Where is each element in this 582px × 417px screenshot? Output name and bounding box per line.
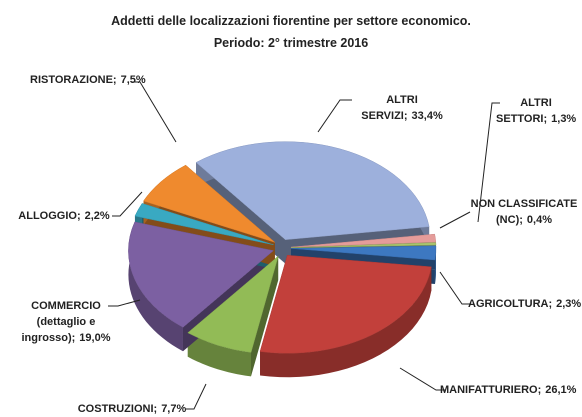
data-label: MANIFATTURIERO; 26,1% xyxy=(440,382,576,398)
slice-side xyxy=(260,266,432,378)
slice xyxy=(290,242,437,248)
category-label: MANIFATTURIERO; xyxy=(440,384,542,396)
leader-line xyxy=(439,211,471,229)
category-label: AGRICOLTURA; xyxy=(468,298,553,310)
chart-title: Addetti delle localizzazioni fiorentine … xyxy=(111,14,471,28)
slice xyxy=(290,233,437,248)
slice xyxy=(143,164,276,243)
data-label: COMMERCIO (dettaglio e ingrosso); 19,0% xyxy=(18,298,114,346)
data-label: ALTRI SETTORI; 1,3% xyxy=(496,95,576,127)
slice xyxy=(134,203,274,246)
leader-line xyxy=(399,367,445,391)
category-label: NON CLASSIFICATE (NC); xyxy=(470,198,578,226)
slice xyxy=(195,141,430,240)
value-label: 2,2% xyxy=(84,210,110,222)
slice xyxy=(128,221,274,328)
pie-3d xyxy=(128,141,437,378)
category-label: ALTRI SETTORI; xyxy=(496,97,552,125)
value-label: 1,3% xyxy=(551,113,577,125)
slice-side xyxy=(196,162,430,264)
value-label: 2,3% xyxy=(556,298,582,310)
slice-side xyxy=(187,332,251,377)
data-label: COSTRUZIONI; 7,7% xyxy=(72,401,192,417)
value-label: 33,4% xyxy=(411,110,443,122)
leader-line xyxy=(108,299,141,307)
leader-line xyxy=(186,383,207,410)
category-label: RISTORAZIONE; xyxy=(30,74,117,86)
value-label: 7,7% xyxy=(161,403,187,415)
value-label: 0,4% xyxy=(526,214,552,226)
slice xyxy=(259,254,432,354)
category-label: ALLOGGIO; xyxy=(18,210,81,222)
slice xyxy=(290,245,437,261)
category-label: COSTRUZIONI; xyxy=(77,403,158,415)
leader-line xyxy=(439,271,470,305)
slice-side xyxy=(143,165,275,267)
value-label: 7,5% xyxy=(120,74,146,86)
leader-line xyxy=(477,102,500,223)
slice xyxy=(187,255,279,353)
leader-line xyxy=(132,81,177,143)
data-label: ALLOGGIO; 2,2% xyxy=(12,208,116,224)
data-label: NON CLASSIFICATE (NC); 0,4% xyxy=(468,196,580,228)
value-label: 26,1% xyxy=(545,384,577,396)
leader-line xyxy=(112,191,143,217)
data-label: ALTRI SERVIZI; 33,4% xyxy=(352,92,452,124)
value-label: 19,0% xyxy=(79,332,111,344)
data-label: AGRICOLTURA; 2,3% xyxy=(468,296,581,312)
category-label: ALTRI SERVIZI; xyxy=(361,94,418,122)
chart-subtitle: Periodo: 2° trimestre 2016 xyxy=(213,36,369,50)
data-label: RISTORAZIONE; 7,5% xyxy=(30,72,146,88)
leader-line xyxy=(317,99,352,133)
category-label: COMMERCIO (dettaglio e ingrosso); xyxy=(21,300,101,344)
